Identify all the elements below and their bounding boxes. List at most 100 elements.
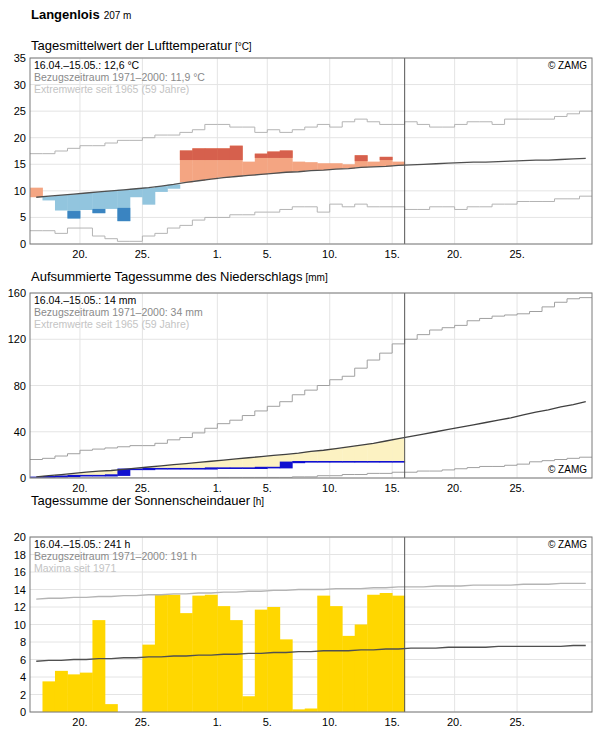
cumulative-step: [280, 462, 293, 469]
cumulative-step: [292, 461, 305, 463]
plot-background: [30, 58, 592, 244]
deficit-area: [217, 460, 230, 468]
deviation-bar: [280, 150, 293, 172]
deficit-area: [380, 441, 393, 462]
bar: [55, 671, 68, 712]
panel-unit: [mm]: [305, 272, 327, 283]
y-tick-label: 5: [20, 211, 26, 223]
x-grid-line: [267, 58, 268, 244]
bar: [80, 673, 93, 712]
cumulative-step: [330, 461, 343, 463]
extreme-line: [30, 298, 592, 460]
current-date-line: [404, 537, 405, 712]
bar: [317, 596, 330, 712]
cumulative-step: [230, 467, 243, 469]
annotation: Bezugszeitraum 1971–2000: 11,9 °C: [34, 71, 205, 83]
x-grid-line: [392, 58, 393, 244]
x-grid-line: [454, 58, 455, 244]
deviation-bar: [230, 146, 243, 177]
deviation-bar: [380, 157, 393, 160]
deviation-bar: [142, 188, 155, 205]
source-label: © ZAMG: [548, 464, 587, 475]
x-grid-line: [329, 58, 330, 244]
deviation-bar: [267, 152, 280, 158]
panel-unit: [h]: [253, 496, 264, 507]
x-tick-label: 10.: [322, 482, 337, 494]
annotation: Bezugszeitraum 1971–2000: 191 h: [34, 550, 197, 562]
panel-title-text: Tagessumme der Sonnenscheindauer: [31, 493, 251, 508]
y-tick-label: 4: [20, 671, 26, 683]
deviation-bar: [105, 191, 118, 209]
bar: [305, 709, 318, 713]
deviation-bar: [130, 189, 143, 198]
cumulative-step: [255, 467, 268, 469]
cumulative-step: [80, 475, 93, 477]
annotation: Maxima seit 1971: [34, 562, 116, 574]
x-tick-label: 5.: [263, 716, 272, 728]
plot-frame: [30, 293, 592, 478]
deviation-bar: [80, 193, 93, 210]
deviation-bar: [242, 162, 255, 176]
deficit-area: [267, 455, 280, 467]
x-tick-label: 10.: [322, 716, 337, 728]
bar: [42, 681, 55, 712]
x-tick-label: 20.: [72, 248, 87, 260]
y-tick-label: 0: [20, 706, 26, 718]
marks: [30, 111, 592, 241]
deficit-area: [367, 443, 380, 462]
deviation-bar: [92, 209, 105, 213]
cumulative-step: [167, 468, 180, 470]
bar: [105, 704, 118, 712]
deviation-bar: [180, 150, 193, 182]
y-tick-label: 12: [14, 601, 26, 613]
cumulative-step: [242, 467, 255, 469]
deviation-bar: [255, 154, 268, 175]
deviation-bar: [117, 190, 130, 221]
x-tick-label: 25.: [135, 716, 150, 728]
panel: Aufsummierte Tagessumme des Niederschlag…: [8, 269, 592, 494]
x-tick-label: 25.: [509, 716, 524, 728]
x-tick-label: 20.: [447, 716, 462, 728]
annotation: 16.04.–15.05.: 241 h: [34, 538, 130, 550]
bar: [205, 595, 218, 712]
panel-title: Tagessumme der Sonnenscheindauer[h]: [31, 493, 264, 508]
cumulative-step: [380, 461, 393, 463]
y-grid-line: [30, 111, 592, 112]
panel-title-text: Tagesmittelwert der Lufttemperatur: [31, 38, 233, 53]
deviation-bar: [292, 162, 305, 172]
y-grid-line: [30, 339, 592, 340]
plot-frame: [30, 58, 592, 244]
y-grid-line: [30, 385, 592, 386]
cumulative-step: [305, 461, 318, 463]
deficit-area: [305, 451, 318, 461]
cumulative-step: [392, 461, 405, 463]
panel-title: Aufsummierte Tagessumme des Niederschlag…: [31, 269, 328, 284]
y-tick-label: 160: [8, 287, 26, 299]
y-tick-label: 6: [20, 654, 26, 666]
y-tick-label: 120: [8, 333, 26, 345]
bar: [367, 595, 380, 712]
deviation-bar: [355, 155, 368, 167]
deviation-bar: [192, 148, 205, 180]
bar: [355, 625, 368, 713]
bar: [255, 610, 268, 712]
deviation-bar: [280, 150, 293, 157]
bar: [392, 596, 405, 712]
current-date-line: [404, 58, 405, 244]
marks: [30, 298, 592, 478]
annotation: 16.04.–15.05.: 12,6 °C: [34, 59, 140, 71]
x-tick-label: 25.: [135, 248, 150, 260]
deviation-bar: [55, 195, 68, 210]
x-tick-label: 15.: [385, 716, 400, 728]
cumulative-step: [155, 468, 168, 470]
x-tick-label: 5.: [263, 482, 272, 494]
deficit-area: [242, 458, 255, 468]
x-tick-label: 10.: [322, 248, 337, 260]
deviation-bar: [205, 148, 218, 160]
cumulative-step: [342, 461, 355, 463]
cumulative-step: [317, 461, 330, 463]
reference-line: [36, 646, 586, 662]
bar: [92, 620, 105, 712]
cumulative-step: [267, 467, 280, 469]
deviation-bar: [67, 211, 80, 218]
